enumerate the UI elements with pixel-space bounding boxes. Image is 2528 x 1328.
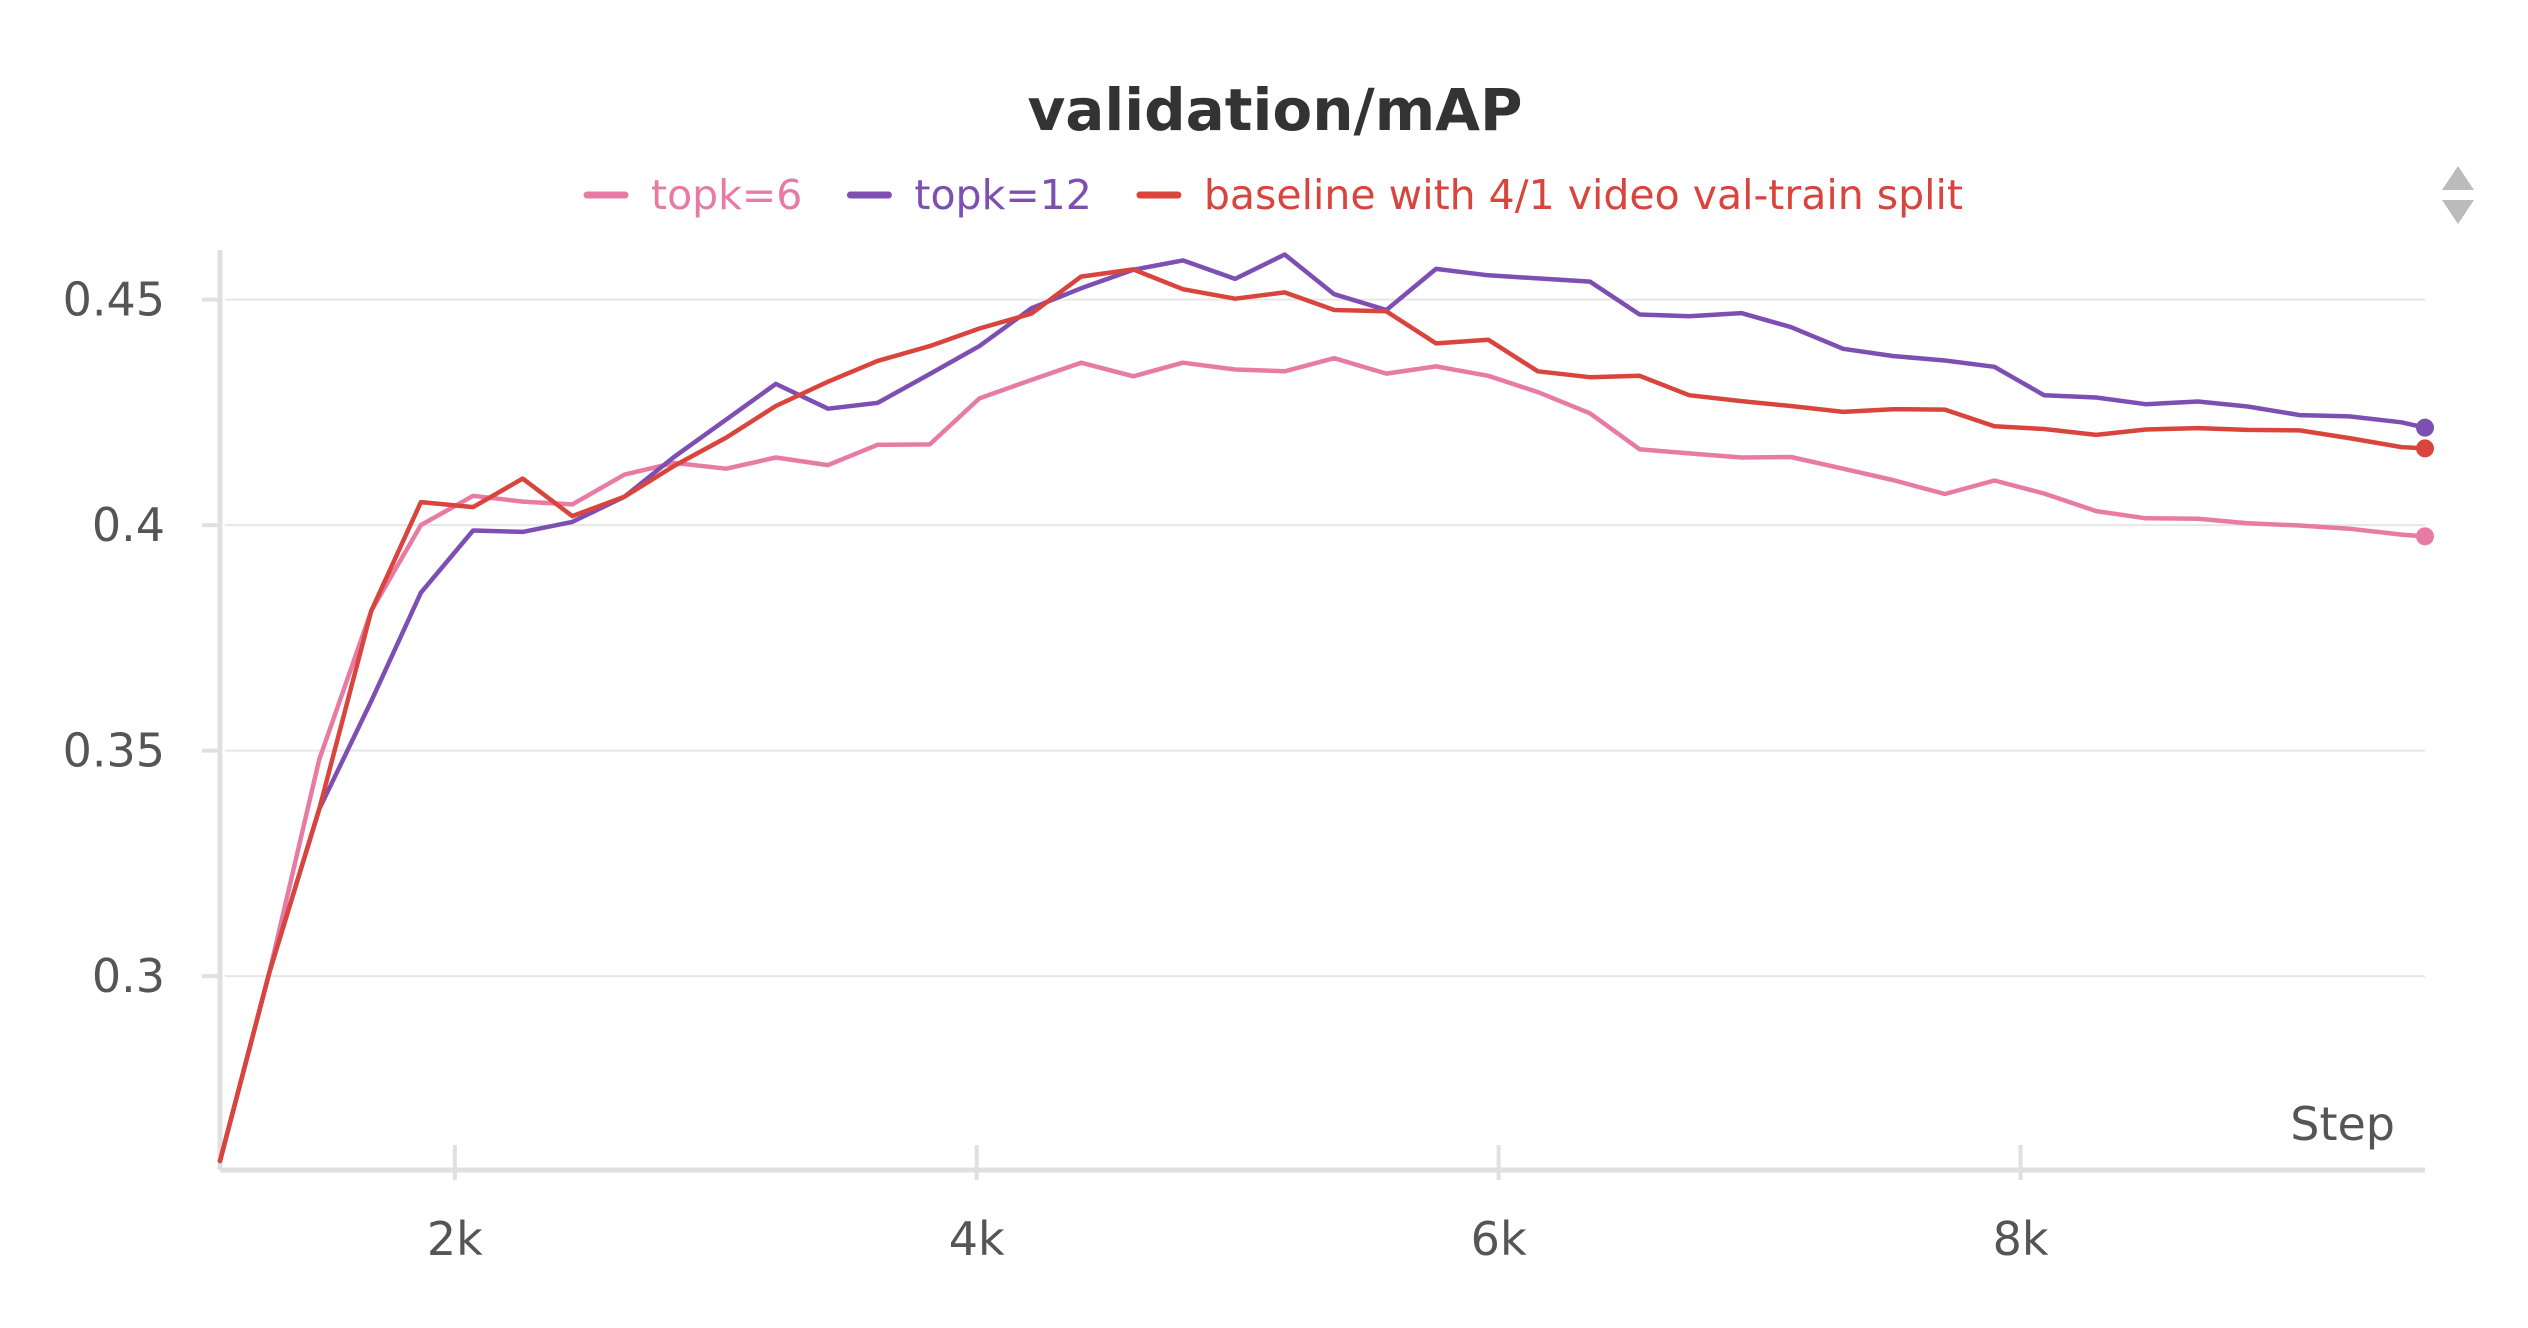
legend-item[interactable]: baseline with 4/1 video val-train split — [1136, 171, 1963, 219]
series-line-2 — [217, 267, 2428, 1164]
y-tick-label: 0.45 — [63, 273, 165, 327]
series-line-0 — [217, 355, 2428, 1164]
tick-labels: 0.3 0.35 0.4 0.45 2k 4k 6k 8k — [63, 273, 2049, 1266]
legend-item[interactable]: topk=6 — [583, 171, 802, 219]
grid — [225, 298, 2425, 978]
x-tick-label: 6k — [1471, 1212, 1527, 1266]
series-group — [217, 252, 2434, 1164]
legend-item[interactable]: topk=12 — [846, 171, 1092, 219]
legend-label: topk=12 — [914, 171, 1091, 219]
sort-arrows-icon[interactable] — [2442, 166, 2474, 224]
x-tick-label: 2k — [427, 1212, 483, 1266]
axes — [202, 250, 2425, 1180]
legend-label: topk=6 — [651, 171, 802, 219]
series-end-point — [2416, 527, 2434, 546]
y-tick-label: 0.4 — [92, 498, 165, 552]
chart-title: validation/mAP — [1027, 76, 1522, 144]
y-tick-label: 0.3 — [92, 949, 165, 1003]
x-tick-label: 8k — [1993, 1212, 2049, 1266]
x-axis-title: Step — [2290, 1097, 2395, 1151]
x-tick-label: 4k — [949, 1212, 1005, 1266]
series-end-point — [2416, 418, 2434, 437]
y-tick-label: 0.35 — [63, 724, 165, 778]
series-end-point — [2416, 439, 2434, 458]
legend-label: baseline with 4/1 video val-train split — [1204, 171, 1963, 219]
series-line-1 — [217, 252, 2428, 1164]
legend: topk=6 topk=12 baseline with 4/1 video val… — [583, 171, 1963, 219]
